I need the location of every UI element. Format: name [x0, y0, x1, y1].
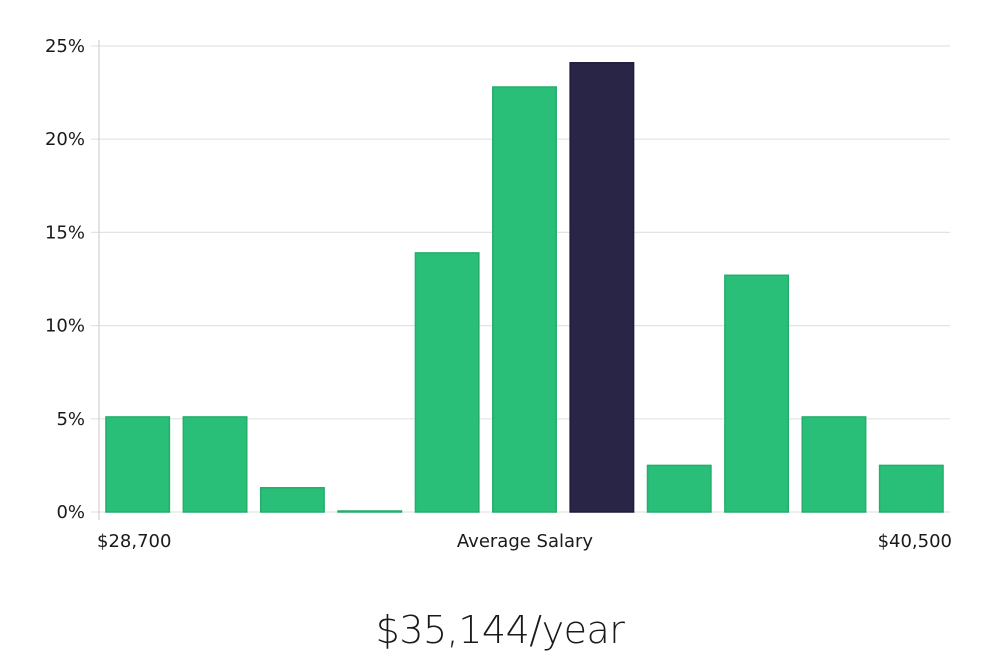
- bar: [105, 416, 171, 513]
- y-tick-label: 0%: [56, 502, 85, 523]
- x-label-average: Average Salary: [457, 531, 594, 552]
- bar: [646, 464, 712, 513]
- y-tick-label: 5%: [56, 409, 85, 430]
- y-tick-label: 25%: [45, 36, 85, 57]
- y-tick-label: 20%: [45, 129, 85, 150]
- bar: [492, 86, 557, 513]
- bar: [414, 252, 480, 513]
- bar-highlighted: [569, 62, 635, 513]
- y-tick-label: 15%: [45, 222, 85, 243]
- bar: [259, 487, 325, 513]
- x-label-max: $40,500: [878, 531, 952, 552]
- y-tick-label: 10%: [45, 316, 85, 337]
- average-salary-value: $35,144/year: [375, 608, 625, 652]
- bars: [105, 62, 944, 513]
- bar: [337, 510, 403, 513]
- bar: [801, 416, 867, 513]
- x-label-min: $28,700: [97, 531, 171, 552]
- bar: [182, 416, 248, 513]
- bar: [878, 464, 944, 513]
- bar: [724, 274, 790, 513]
- salary-distribution-chart: $28,700 Average Salary $40,500 0% 5% 10% 15…: [45, 36, 952, 552]
- axis-labels: $28,700 Average Salary $40,500 0% 5% 10% 15…: [45, 36, 952, 552]
